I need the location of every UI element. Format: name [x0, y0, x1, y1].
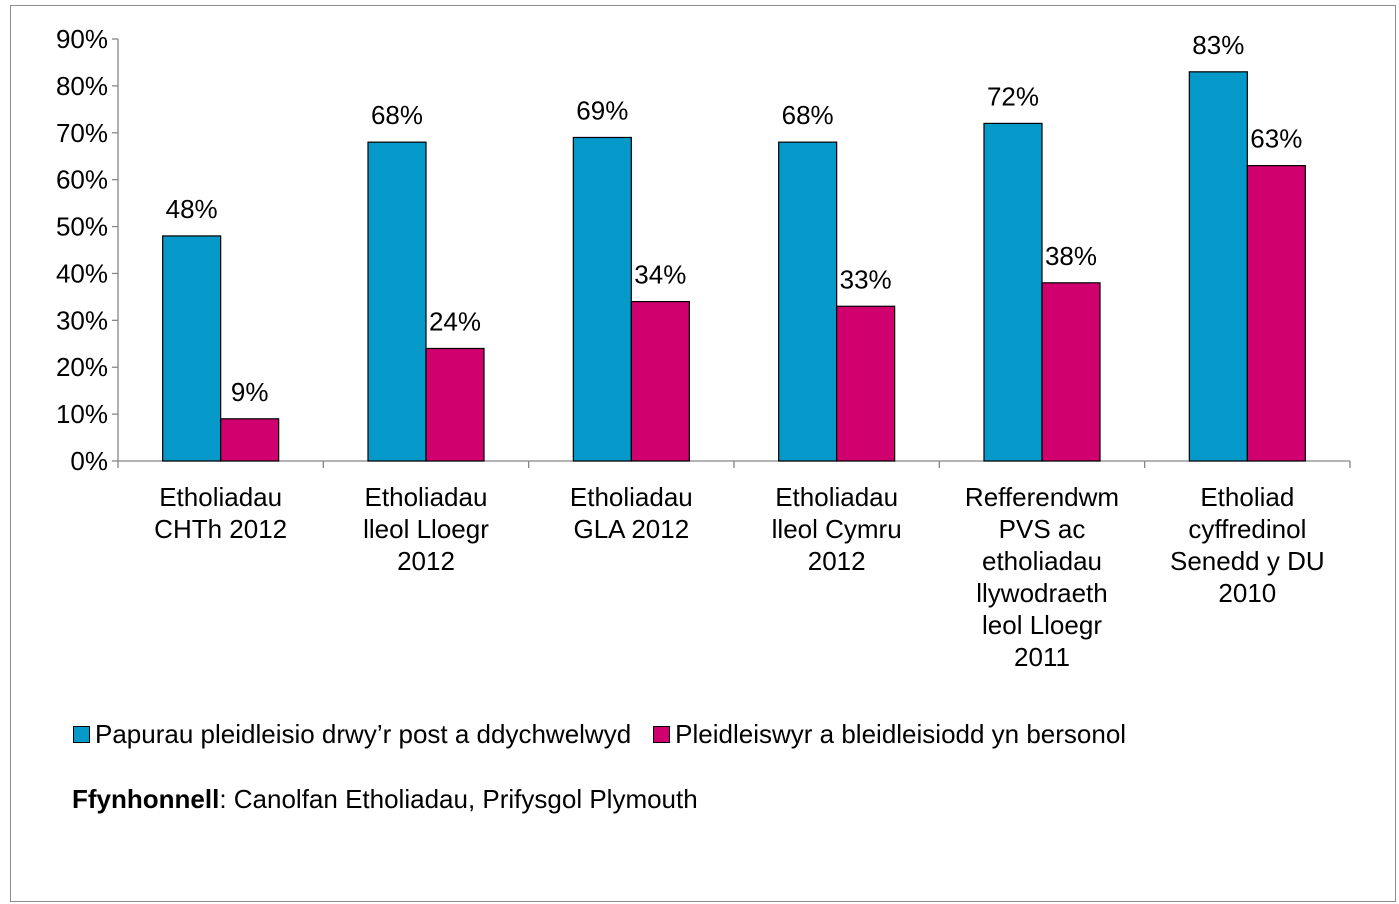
data-label: 24%	[429, 306, 481, 336]
legend: Papurau pleidleisio drwy’r post a ddychw…	[73, 714, 1148, 754]
legend-label-in-person: Pleidleiswyr a bleidleisiodd yn bersonol	[675, 718, 1127, 749]
data-label: 68%	[371, 100, 423, 130]
data-label: 48%	[166, 194, 218, 224]
chart-bars	[162, 71, 1306, 462]
data-label: 69%	[576, 95, 628, 125]
data-label: 38%	[1045, 241, 1097, 271]
data-label: 33%	[840, 264, 892, 294]
y-tick-label: 70%	[56, 118, 108, 148]
data-label: 83%	[1192, 30, 1244, 60]
bar-in-person	[220, 418, 280, 462]
source-text: : Canolfan Etholiadau, Prifysgol Plymout…	[219, 784, 698, 814]
y-tick-label: 30%	[56, 305, 108, 335]
category-label: Etholiadau GLA 2012	[570, 482, 693, 544]
bar-postal	[572, 136, 632, 462]
bar-postal	[1188, 71, 1248, 462]
source-label: Ffynhonnell	[72, 784, 220, 814]
legend-swatch-postal	[73, 725, 90, 743]
category-label: Etholiadau lleol Cymru 2012	[772, 482, 902, 576]
y-tick-label: 0%	[70, 446, 108, 476]
category-label: Etholiad cyffredinol Senedd y DU 2010	[1170, 482, 1325, 608]
y-tick-label: 20%	[56, 352, 108, 382]
category-label: Etholiadau CHTh 2012	[154, 482, 287, 544]
bar-postal	[983, 122, 1043, 462]
bar-in-person	[836, 305, 896, 462]
category-label: Etholiadau lleol Lloegr 2012	[363, 482, 489, 576]
y-tick-label: 10%	[56, 399, 108, 429]
y-tick-label: 60%	[56, 165, 108, 195]
data-label: 34%	[634, 260, 686, 290]
source-note: Ffynhonnell: Canolfan Etholiadau, Prifys…	[72, 784, 698, 815]
legend-swatch-in-person	[653, 725, 671, 743]
bar-postal	[367, 141, 427, 462]
data-label: 72%	[987, 81, 1039, 111]
y-tick-label: 40%	[56, 258, 108, 288]
category-label: Refferendwm PVS ac etholiadau llywodraeth le…	[965, 482, 1119, 672]
chart-axes: 0% 10% 20% 30% 40% 50% 60% 70% 80% 90%	[56, 24, 1351, 476]
y-tick-label: 50%	[56, 212, 108, 242]
bar-postal	[778, 141, 838, 462]
data-label: 9%	[231, 377, 269, 407]
y-tick-label: 80%	[56, 71, 108, 101]
legend-item-in-person: Pleidleiswyr a bleidleisiodd yn bersonol	[653, 719, 1126, 750]
y-tick-label: 90%	[56, 24, 108, 54]
data-label: 68%	[782, 100, 834, 130]
legend-label-postal: Papurau pleidleisio drwy’r post a ddychw…	[95, 718, 632, 749]
chart-labels: Etholiadau CHTh 2012 Etholiadau lleol Lloeg…	[154, 30, 1324, 672]
bar-in-person	[630, 300, 690, 462]
legend-item-postal: Papurau pleidleisio drwy’r post a ddychw…	[73, 719, 631, 750]
bar-in-person	[425, 347, 485, 462]
bar-in-person	[1041, 282, 1101, 462]
bar-in-person	[1246, 165, 1306, 462]
data-label: 63%	[1250, 124, 1302, 154]
bar-postal	[162, 235, 222, 462]
